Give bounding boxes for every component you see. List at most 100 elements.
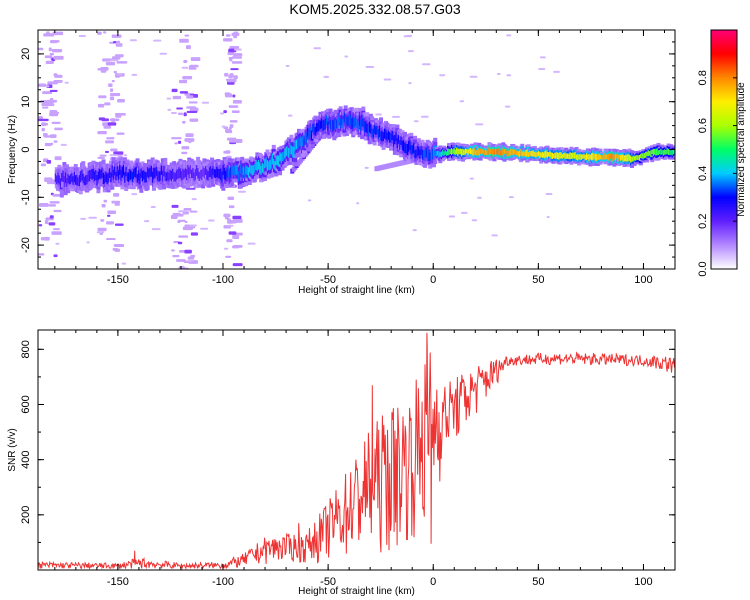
speckle — [53, 55, 64, 60]
speckle — [183, 112, 187, 117]
snr-frame — [37, 329, 676, 571]
speckle — [223, 213, 231, 218]
speckle — [113, 41, 117, 44]
speckle — [227, 224, 234, 227]
speckle — [60, 143, 67, 146]
speckle — [41, 122, 47, 127]
speckle — [43, 33, 55, 37]
speckle — [111, 118, 116, 122]
speckle — [99, 154, 107, 157]
speckle — [227, 219, 237, 224]
speckle — [176, 107, 183, 110]
speckle — [179, 250, 185, 253]
speckle — [238, 190, 246, 193]
speckle — [223, 247, 229, 250]
speckle — [232, 215, 242, 220]
speckle — [231, 56, 243, 59]
speckle — [181, 151, 188, 155]
speckle — [103, 125, 112, 129]
speckle — [407, 50, 414, 53]
speckle — [178, 210, 186, 213]
speckle — [232, 237, 239, 240]
speckle — [106, 237, 116, 240]
speckle — [189, 64, 199, 68]
speckle — [48, 204, 56, 207]
speckle — [104, 150, 109, 153]
speckle — [107, 122, 117, 126]
speckle — [408, 82, 412, 85]
speckle — [102, 58, 113, 62]
y-tick-label: 0 — [20, 146, 32, 152]
snr-series-line — [38, 332, 675, 570]
speckle — [49, 89, 58, 93]
speckle — [185, 133, 194, 138]
speckle — [171, 249, 175, 252]
x-axis-title: Height of straight line (km) — [298, 285, 415, 296]
speckle — [80, 217, 86, 220]
speckle — [475, 123, 484, 126]
speckle — [413, 120, 419, 123]
speckle — [167, 108, 172, 111]
speckle — [191, 198, 197, 201]
speckle — [45, 60, 54, 65]
speckle — [111, 200, 121, 204]
speckle — [104, 140, 114, 144]
speckle — [546, 216, 550, 219]
speckle — [344, 55, 349, 58]
speckle — [115, 74, 120, 78]
speckle — [88, 216, 97, 219]
x-tick-label: 100 — [634, 274, 652, 286]
speckle — [38, 118, 49, 122]
speckle — [151, 228, 161, 231]
colorbar — [710, 29, 738, 270]
speckle — [117, 73, 123, 76]
speckle — [51, 48, 63, 53]
speckle — [171, 137, 182, 140]
figure-title: KOM5.2025.332.08.57.G03 — [289, 1, 461, 17]
speckle — [106, 137, 115, 140]
speckle — [53, 140, 58, 143]
speckle — [54, 74, 63, 78]
speckle — [460, 211, 468, 214]
speckle — [97, 130, 107, 135]
y-tick-label: 200 — [20, 506, 32, 524]
speckle — [121, 262, 127, 265]
spectrogram-cells — [38, 31, 675, 269]
speckle — [53, 79, 63, 83]
speckle — [171, 204, 179, 208]
speckle — [96, 231, 105, 234]
speckle — [200, 227, 209, 230]
speckle — [228, 231, 237, 235]
speckle — [100, 219, 105, 222]
speckle — [539, 56, 546, 59]
speckle — [101, 118, 109, 122]
speckle — [46, 159, 52, 164]
y-tick-label: 400 — [20, 450, 32, 468]
speckle — [220, 112, 225, 115]
speckle — [545, 193, 553, 196]
speckle — [356, 202, 360, 205]
speckle — [170, 111, 177, 114]
x-tick-label: -50 — [320, 274, 336, 286]
speckle — [113, 70, 117, 74]
speckle — [41, 127, 45, 132]
speckle — [183, 208, 192, 211]
speckle — [97, 68, 102, 71]
x-tick-label: -50 — [320, 576, 336, 588]
x-tick-label: 100 — [634, 576, 652, 588]
speckle — [232, 263, 243, 267]
x-tick-label: -150 — [107, 274, 129, 286]
x-tick-label: 0 — [430, 576, 436, 588]
y-tick-label: -10 — [20, 189, 32, 205]
speckle — [364, 166, 369, 169]
colorbar-title: Normalized spectral amplitude — [736, 82, 747, 217]
speckle — [233, 31, 239, 35]
speckle — [38, 253, 45, 256]
speckle — [177, 219, 186, 222]
speckle — [471, 219, 478, 222]
speckle — [231, 61, 243, 64]
speckle — [183, 60, 188, 63]
speckle — [38, 116, 43, 120]
speckle — [365, 66, 375, 69]
